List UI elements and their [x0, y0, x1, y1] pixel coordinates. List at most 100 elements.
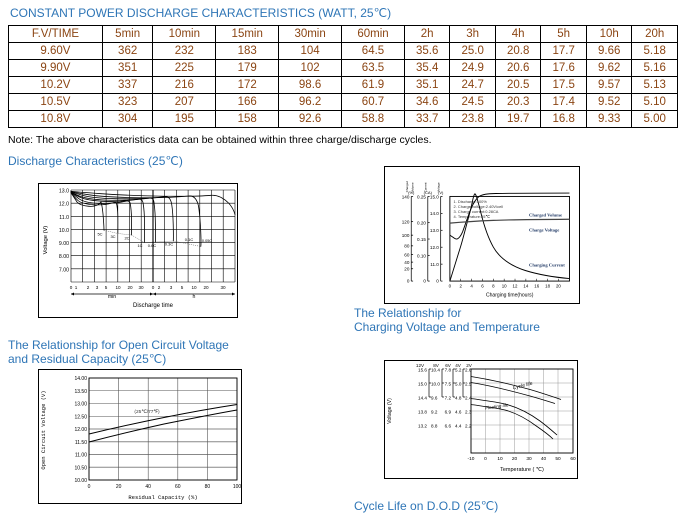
svg-text:3: 3 — [96, 285, 99, 290]
svg-text:13.2: 13.2 — [418, 424, 427, 429]
svg-text:8.00: 8.00 — [59, 254, 69, 260]
svg-text:0: 0 — [407, 278, 410, 283]
svg-text:0: 0 — [484, 456, 487, 462]
svg-text:6: 6 — [481, 284, 484, 289]
svg-text:2.2: 2.2 — [465, 424, 472, 429]
svg-text:Charge Voltage: Charge Voltage — [529, 227, 559, 232]
svg-text:13.0: 13.0 — [430, 228, 439, 233]
svg-text:80: 80 — [404, 244, 410, 249]
svg-text:9.00: 9.00 — [59, 241, 69, 247]
svg-text:-10: -10 — [468, 456, 475, 462]
svg-text:(25℃/77℉): (25℃/77℉) — [134, 409, 160, 415]
svg-text:12.50: 12.50 — [74, 414, 87, 420]
svg-text:2.3: 2.3 — [465, 410, 472, 415]
svg-text:6.6: 6.6 — [445, 424, 452, 429]
svg-text:5: 5 — [181, 285, 184, 290]
svg-text:0: 0 — [449, 284, 452, 289]
svg-text:40: 40 — [404, 260, 410, 265]
svg-text:2.5: 2.5 — [465, 382, 472, 387]
svg-text:60: 60 — [570, 456, 576, 462]
svg-text:8: 8 — [492, 284, 495, 289]
svg-text:12.0: 12.0 — [59, 202, 69, 208]
svg-text:16: 16 — [534, 284, 539, 289]
svg-text:7.5: 7.5 — [445, 382, 452, 387]
svg-text:10: 10 — [502, 284, 507, 289]
svg-text:3C: 3C — [110, 234, 115, 239]
svg-text:0: 0 — [88, 484, 91, 490]
svg-text:12.00: 12.00 — [74, 427, 87, 433]
svg-text:30: 30 — [138, 285, 144, 290]
svg-text:0.1C: 0.1C — [185, 237, 194, 242]
svg-text:4.4: 4.4 — [455, 424, 462, 429]
svg-text:100: 100 — [233, 484, 242, 490]
svg-text:4. Temperature:25℃: 4. Temperature:25℃ — [454, 214, 491, 219]
svg-text:4.6: 4.6 — [455, 410, 462, 415]
svg-text:10.00: 10.00 — [74, 478, 87, 484]
svg-text:9.2: 9.2 — [431, 410, 438, 415]
svg-text:11.0: 11.0 — [59, 215, 69, 221]
svg-text:14.00: 14.00 — [74, 376, 87, 382]
svg-text:Voltage (V): Voltage (V) — [387, 398, 393, 424]
svg-text:0.10: 0.10 — [417, 253, 426, 258]
svg-text:min: min — [108, 294, 116, 300]
svg-text:13.00: 13.00 — [74, 402, 87, 408]
svg-text:13.0: 13.0 — [59, 189, 69, 195]
svg-text:Voltage (V): Voltage (V) — [43, 226, 49, 255]
svg-text:10.0: 10.0 — [59, 228, 69, 234]
svg-text:9.6: 9.6 — [431, 396, 438, 401]
svg-text:60: 60 — [404, 252, 410, 257]
svg-text:30: 30 — [526, 456, 532, 462]
svg-text:12: 12 — [513, 284, 518, 289]
svg-text:30: 30 — [220, 285, 226, 290]
svg-text:0.6C: 0.6C — [148, 243, 157, 248]
svg-text:10.50: 10.50 — [74, 465, 87, 471]
svg-text:Residual Capacity (%): Residual Capacity (%) — [128, 494, 197, 501]
svg-text:14.4: 14.4 — [418, 396, 427, 401]
svg-text:1: 1 — [75, 285, 78, 290]
svg-text:Floating life: Floating life — [485, 402, 509, 410]
svg-text:4: 4 — [470, 284, 473, 289]
svg-text:0.05C: 0.05C — [202, 239, 212, 243]
svg-text:Discharge time: Discharge time — [133, 303, 174, 309]
svg-text:2: 2 — [460, 284, 463, 289]
svg-text:7.00: 7.00 — [59, 267, 69, 273]
svg-text:2.6: 2.6 — [465, 368, 472, 373]
svg-text:Charging time(hours): Charging time(hours) — [486, 293, 534, 299]
svg-text:14: 14 — [523, 284, 528, 289]
svg-text:11.50: 11.50 — [75, 440, 87, 446]
svg-text:8.8: 8.8 — [431, 424, 438, 429]
svg-text:0: 0 — [423, 278, 426, 283]
svg-text:80: 80 — [205, 484, 211, 490]
svg-text:h: h — [193, 294, 196, 300]
svg-text:0: 0 — [152, 285, 155, 290]
svg-text:13.8: 13.8 — [418, 410, 427, 415]
svg-text:100: 100 — [402, 233, 410, 238]
svg-text:2: 2 — [87, 285, 90, 290]
svg-text:15.0: 15.0 — [430, 194, 439, 199]
svg-text:3: 3 — [170, 285, 173, 290]
svg-text:0.20: 0.20 — [417, 221, 426, 226]
svg-text:40: 40 — [541, 456, 547, 462]
svg-text:0.25: 0.25 — [417, 194, 426, 199]
svg-text:18: 18 — [545, 284, 550, 289]
svg-text:1C: 1C — [137, 243, 142, 248]
svg-text:Charging Current: Charging Current — [529, 262, 565, 267]
svg-text:0.3C: 0.3C — [165, 242, 174, 247]
svg-text:20: 20 — [127, 285, 133, 290]
svg-text:2.4: 2.4 — [465, 396, 472, 401]
svg-text:10: 10 — [115, 285, 121, 290]
svg-text:5: 5 — [105, 285, 108, 290]
svg-text:2C: 2C — [124, 236, 129, 241]
svg-text:Open Circuit Voltage (V): Open Circuit Voltage (V) — [40, 390, 47, 469]
svg-text:13.50: 13.50 — [74, 389, 87, 395]
svg-text:40: 40 — [145, 484, 151, 490]
svg-text:10.0: 10.0 — [431, 382, 440, 387]
svg-text:20: 20 — [512, 456, 518, 462]
svg-text:5.0: 5.0 — [455, 382, 462, 387]
svg-text:12.0: 12.0 — [430, 245, 439, 250]
svg-text:11.0: 11.0 — [430, 262, 439, 267]
svg-text:7.8: 7.8 — [445, 368, 452, 373]
svg-text:120: 120 — [402, 219, 410, 224]
svg-text:(V): (V) — [438, 190, 444, 195]
svg-text:14.0: 14.0 — [430, 211, 439, 216]
